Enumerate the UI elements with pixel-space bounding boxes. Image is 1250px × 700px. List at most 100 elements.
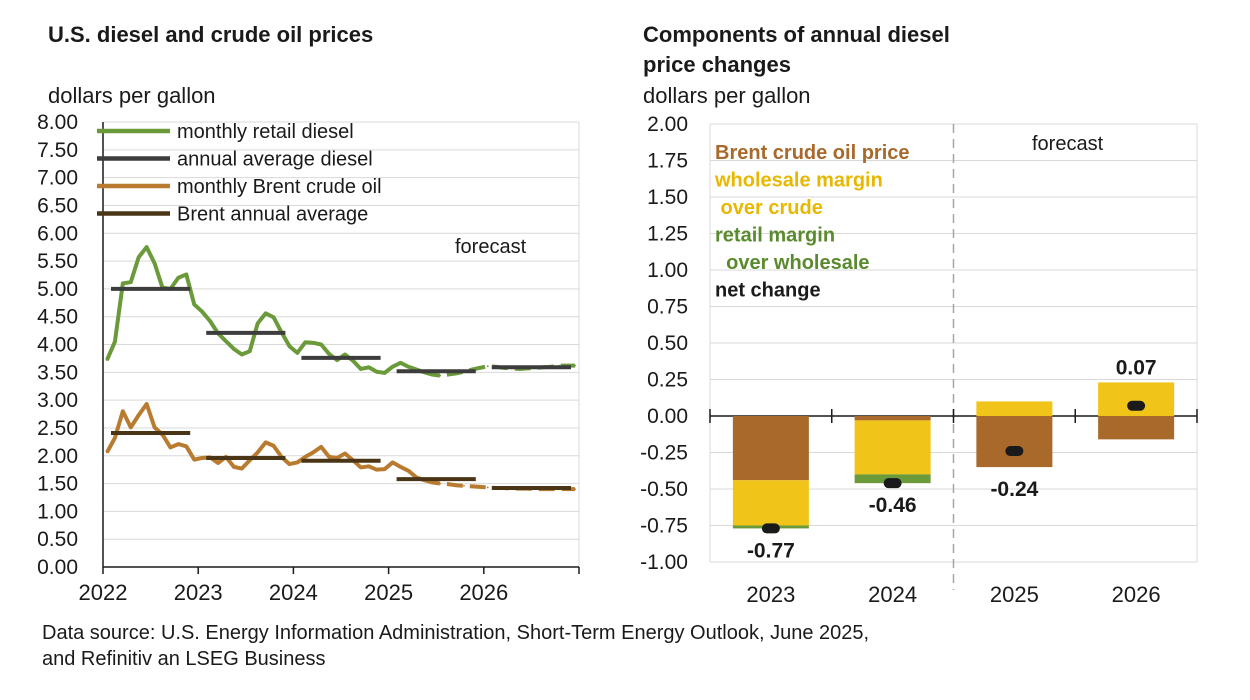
data-point — [328, 353, 330, 355]
legend-text-over-wholesale: over wholesale — [715, 252, 870, 274]
data-point — [304, 455, 307, 458]
data-point — [145, 246, 148, 249]
net-change-marker — [1127, 400, 1146, 411]
right-chart-x-axis: 2023 2024 2025 2026 — [746, 582, 1160, 607]
data-point — [233, 465, 235, 468]
right-y-tick-label: -0.25 — [640, 442, 688, 465]
left-y-tick-label: 7.00 — [37, 167, 78, 190]
data-point — [375, 370, 378, 373]
bar-brent-crude-oil-price — [1098, 416, 1175, 440]
net-change-label: -0.24 — [990, 478, 1038, 501]
data-point — [121, 410, 124, 413]
data-point — [137, 414, 140, 417]
right-x-tick-label: 2026 — [1112, 582, 1161, 607]
series-brent-annual-average — [111, 430, 571, 491]
bar-group-2025: -0.24 — [976, 401, 1053, 501]
data-point — [177, 443, 180, 445]
right-chart: Components of annual diesel price change… — [640, 22, 1198, 607]
data-point — [375, 468, 378, 471]
data-point — [328, 455, 330, 458]
data-point — [209, 320, 212, 323]
data-point — [478, 366, 481, 369]
right-y-tick-label: 0.75 — [647, 296, 688, 319]
right-y-tick-label: 0.25 — [647, 369, 688, 392]
data-point — [256, 322, 259, 325]
data-source-line-1: Data source: U.S. Energy Information Adm… — [42, 622, 870, 644]
data-point — [439, 374, 442, 377]
data-source-line-2: and Refinitiv an LSEG Business — [42, 648, 326, 670]
right-chart-legend: Brent crude oil price wholesale margin ov… — [714, 142, 910, 302]
right-y-tick-label: 1.00 — [647, 259, 688, 282]
data-point — [574, 364, 576, 367]
left-y-tick-label: 5.50 — [37, 250, 78, 273]
data-point — [463, 484, 465, 487]
left-chart-series — [105, 245, 576, 492]
left-x-tick-label: 2025 — [364, 580, 413, 605]
data-point — [312, 341, 315, 344]
left-chart-grid — [102, 121, 580, 574]
data-point — [185, 445, 188, 448]
left-x-tick-label: 2023 — [174, 580, 223, 605]
data-point — [391, 365, 394, 368]
left-y-tick-label: 6.00 — [37, 222, 78, 245]
left-x-tick-label: 2026 — [459, 580, 508, 605]
data-point — [106, 359, 108, 361]
data-point — [407, 469, 410, 472]
data-point — [129, 426, 132, 429]
series-monthly-brent-crude-oil — [105, 402, 576, 492]
data-point — [201, 457, 204, 459]
right-y-tick-label: 1.75 — [647, 150, 688, 173]
data-point — [296, 461, 299, 464]
right-chart-y-axis: -1.00 -0.75 -0.50 -0.25 0.00 0.25 0.50 0.75 1.00… — [640, 113, 688, 574]
left-y-tick-label: 1.00 — [37, 500, 78, 523]
right-y-tick-label: -0.75 — [640, 515, 688, 538]
data-point — [145, 403, 148, 405]
data-point — [217, 462, 219, 464]
data-point — [114, 437, 116, 439]
net-change-marker — [1005, 446, 1024, 457]
data-point — [185, 273, 188, 276]
data-point — [359, 368, 362, 370]
legend-text-wholesale-margin: wholesale margin — [714, 170, 883, 192]
bar-brent-crude-oil-price — [732, 416, 809, 481]
left-y-tick-label: 0.50 — [37, 528, 78, 551]
data-point — [272, 316, 275, 319]
data-point — [320, 343, 323, 346]
data-point — [264, 312, 267, 315]
data-point — [201, 310, 204, 313]
data-point — [193, 303, 196, 306]
data-point — [114, 340, 116, 343]
right-chart-title-line-2: price changes — [643, 52, 791, 77]
right-y-tick-label: -1.00 — [640, 551, 688, 574]
bar-group-2023: -0.77 — [732, 416, 809, 562]
data-point — [391, 461, 394, 464]
bar-wholesale-margin-over-crude — [732, 480, 809, 526]
data-point — [478, 486, 481, 488]
right-x-tick-label: 2024 — [868, 582, 917, 607]
right-chart-ylabel: dollars per gallon — [643, 83, 811, 108]
data-point — [248, 350, 251, 353]
left-y-tick-label: 3.50 — [37, 361, 78, 384]
left-y-tick-label: 5.00 — [37, 278, 78, 301]
data-point — [367, 465, 370, 468]
data-point — [399, 465, 402, 468]
data-point — [574, 488, 576, 491]
data-point — [447, 483, 449, 486]
data-point — [486, 365, 489, 368]
legend-text-retail-margin: retail margin — [715, 225, 835, 247]
left-chart-y-axis: 0.00 0.50 1.00 1.50 2.00 2.50 3.00 3.50 4.00 4.50… — [37, 111, 78, 579]
data-point — [407, 365, 410, 368]
data-point — [129, 281, 132, 284]
right-x-tick-label: 2023 — [746, 582, 795, 607]
data-point — [344, 452, 346, 455]
left-y-tick-label: 1.50 — [37, 473, 78, 496]
data-point — [240, 353, 243, 356]
data-point — [447, 373, 449, 376]
right-y-tick-label: 0.50 — [647, 332, 688, 355]
left-y-tick-label: 7.50 — [37, 139, 78, 162]
net-change-label: -0.77 — [747, 539, 795, 562]
data-point — [288, 345, 291, 348]
left-chart-forecast-label: forecast — [455, 236, 527, 258]
legend-label-annual-average-diesel: annual average diesel — [177, 149, 373, 171]
legend-label-monthly-retail-diesel: monthly retail diesel — [177, 121, 354, 143]
